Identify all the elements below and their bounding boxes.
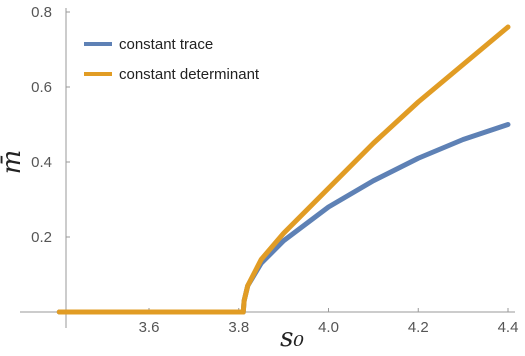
x-tick-label: 3.6 [139, 319, 160, 336]
axes [20, 8, 515, 328]
x-tick-label: 4.2 [408, 319, 429, 336]
series-line-constant-trace [56, 122, 511, 315]
legend: constant trace constant determinant [84, 36, 260, 83]
ticks: 3.6 3.8 4.0 4.2 4.4 0.2 0.4 0.6 0.8 [31, 4, 518, 336]
x-tick-label: 4.4 [498, 319, 519, 336]
y-tick-label: 0.4 [31, 154, 52, 171]
legend-label: constant trace [119, 36, 213, 53]
series-line-constant-determinant [56, 24, 511, 315]
x-tick-label: 4.0 [318, 319, 339, 336]
y-tick-label: 0.6 [31, 79, 52, 96]
y-tick-label: 0.2 [31, 229, 52, 246]
legend-label: constant determinant [119, 66, 260, 83]
x-tick-label: 3.8 [228, 319, 249, 336]
x-axis-title: s₀ [280, 323, 304, 353]
series-group [56, 24, 511, 315]
y-tick-label: 0.8 [31, 4, 52, 21]
y-axis-title: m̄ [0, 150, 27, 175]
